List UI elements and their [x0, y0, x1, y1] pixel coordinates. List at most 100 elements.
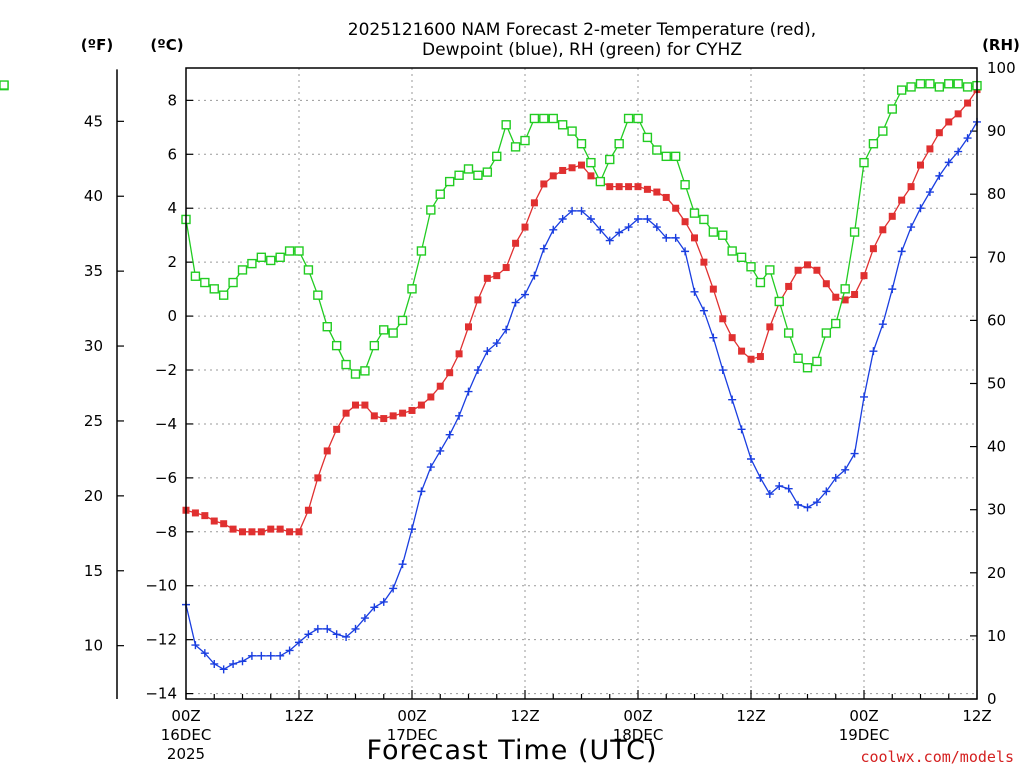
data-point [559, 166, 567, 174]
data-point [954, 110, 962, 118]
data-point [944, 79, 954, 89]
series-2-meter-temperature [182, 86, 981, 536]
fahrenheit-tick-label: 20 [84, 487, 103, 505]
rh-tick-label: 40 [987, 438, 1006, 456]
data-point [210, 517, 218, 525]
data-point [700, 258, 708, 266]
data-point [916, 204, 925, 213]
plot-frame [185, 67, 978, 700]
data-point [295, 528, 303, 536]
data-point [426, 205, 436, 215]
data-point [850, 449, 859, 458]
data-point [623, 113, 634, 124]
data-point [416, 246, 427, 256]
data-point [841, 465, 850, 474]
data-point [501, 120, 511, 130]
data-point [407, 284, 417, 294]
data-point [360, 366, 370, 376]
rh-tick-label: 80 [987, 185, 1006, 203]
data-point [841, 296, 849, 304]
rh-tick-label: 100 [987, 59, 1016, 77]
time-tick-label: 12Z [510, 707, 539, 725]
credit-text: coolwx.com/models [860, 748, 1014, 766]
data-point [568, 164, 576, 172]
data-point [605, 236, 614, 245]
data-point [493, 272, 501, 280]
data-point [436, 446, 445, 455]
data-point [691, 234, 698, 242]
data-point [200, 277, 210, 288]
data-point [284, 246, 295, 256]
data-point [596, 225, 605, 234]
data-point [851, 291, 859, 299]
data-point [898, 196, 906, 204]
data-point [934, 82, 945, 92]
data-point [200, 649, 209, 658]
data-point [275, 252, 285, 263]
celsius-tick-label: −10 [145, 577, 177, 595]
series-dewpoint [182, 118, 981, 674]
data-point [398, 560, 407, 569]
data-point [634, 183, 642, 191]
data-point [417, 401, 425, 409]
data-point [229, 525, 237, 533]
data-point [209, 284, 219, 294]
fahrenheit-tick-label: 10 [84, 637, 103, 655]
data-point [888, 285, 897, 294]
data-point [822, 487, 831, 496]
celsius-tick-label: 2 [167, 253, 177, 271]
data-point [323, 447, 331, 455]
data-point [276, 525, 284, 533]
data-point [670, 151, 681, 162]
data-point [568, 206, 577, 215]
time-tick-label: 19DEC [839, 726, 890, 744]
data-point [643, 215, 652, 224]
data-point [699, 214, 709, 225]
data-point [793, 353, 803, 363]
fahrenheit-tick-label: 35 [84, 262, 103, 280]
data-point [474, 296, 482, 304]
series-rh [0, 79, 982, 379]
data-point [455, 411, 464, 420]
data-point [615, 183, 623, 191]
data-point [323, 624, 332, 633]
data-point [333, 425, 341, 433]
data-point [285, 646, 294, 655]
rh-tick-label: 90 [987, 122, 1006, 140]
celsius-tick-label: −6 [155, 469, 177, 487]
data-point [671, 233, 680, 242]
data-point [738, 347, 746, 355]
time-tick-label: 00Z [397, 707, 426, 725]
data-point [350, 369, 361, 379]
data-point [379, 325, 389, 335]
data-point [370, 412, 378, 420]
fahrenheit-tick-label: 25 [84, 412, 103, 430]
data-point [446, 369, 454, 377]
data-point [586, 157, 596, 168]
data-point [662, 193, 670, 201]
data-point [502, 325, 511, 334]
fahrenheit-tick-label: 40 [84, 187, 103, 205]
series-layer [0, 79, 982, 674]
data-point [672, 204, 680, 212]
data-point [567, 126, 577, 136]
data-point [831, 473, 840, 482]
data-point [331, 340, 342, 351]
data-point [502, 264, 510, 272]
data-point [747, 455, 755, 464]
data-point [736, 252, 747, 263]
rh-tick-label: 20 [987, 564, 1006, 582]
fahrenheit-axis: 10 15 20 25 30 35 40 45 [84, 69, 124, 699]
data-point [521, 223, 529, 231]
data-point [482, 167, 493, 177]
data-point [454, 170, 464, 180]
data-point [747, 355, 755, 363]
data-point [699, 306, 708, 315]
data-point [831, 318, 841, 329]
data-point [322, 322, 332, 332]
data-point [455, 350, 463, 358]
data-point [539, 113, 549, 124]
rh-tick-label: 50 [987, 375, 1006, 393]
data-point [689, 208, 700, 218]
